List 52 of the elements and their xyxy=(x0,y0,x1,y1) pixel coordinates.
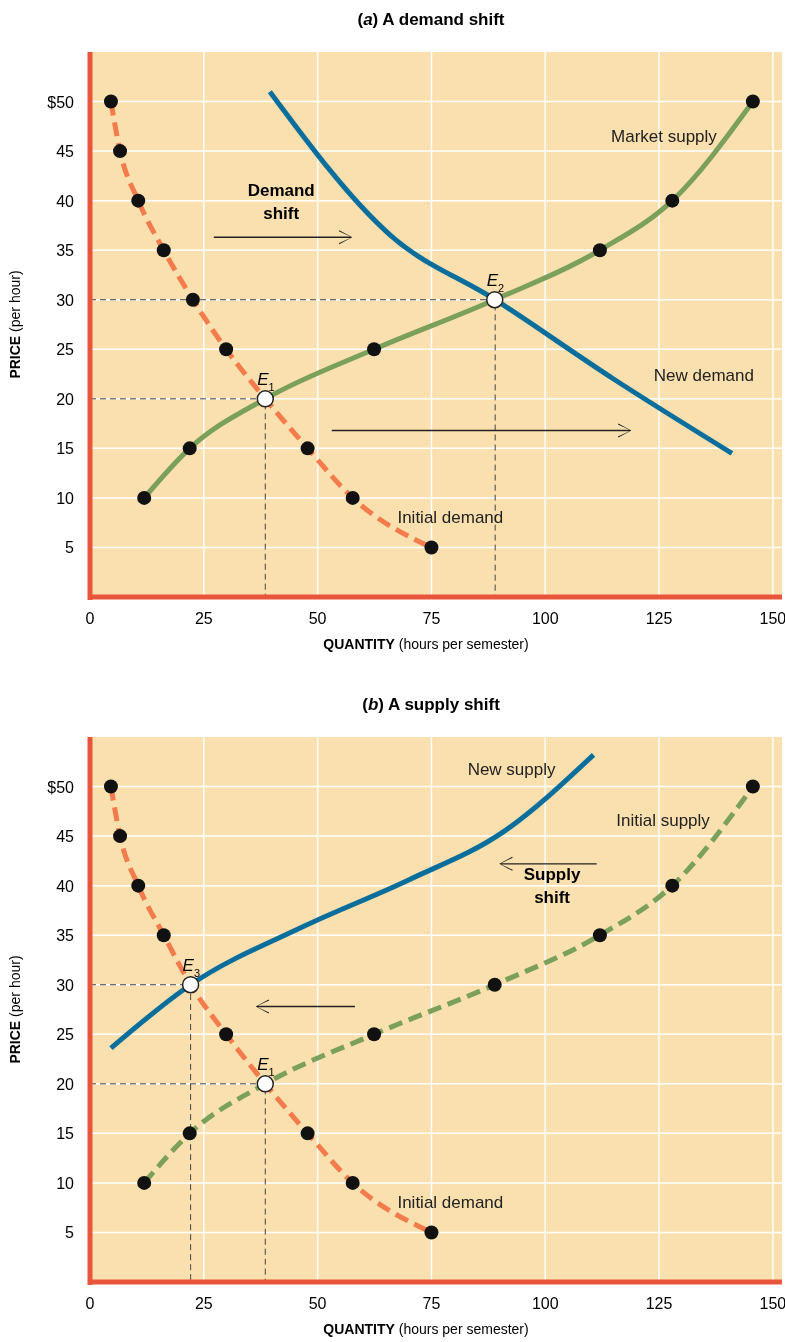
y-tick-label: 40 xyxy=(56,192,75,210)
annotation: Demand shift xyxy=(247,180,315,223)
x-axis-title: QUANTITY (hours per semester) xyxy=(323,1321,529,1337)
y-tick-label: 35 xyxy=(56,242,75,260)
y-tick-label: 35 xyxy=(56,927,75,945)
series-label: Market supply xyxy=(611,126,718,146)
chart-title: (b) A supply shift xyxy=(362,695,501,714)
y-tick-label: 45 xyxy=(56,143,75,161)
x-tick-label: 150 xyxy=(759,1295,785,1312)
series-label: New demand xyxy=(653,366,754,386)
x-tick-label: 125 xyxy=(645,610,673,627)
x-axis-title: QUANTITY (hours per semester) xyxy=(323,636,529,652)
x-tick-label: 125 xyxy=(645,1295,673,1312)
y-tick-label: 25 xyxy=(56,341,75,359)
y-tick-label: 20 xyxy=(56,1075,75,1093)
annotation: Supply shift xyxy=(523,864,581,907)
y-tick-label: 30 xyxy=(56,291,75,309)
series-label: Initial supply xyxy=(616,810,711,830)
y-tick-label: $50 xyxy=(47,93,75,111)
y-axis-title: PRICE (per hour) xyxy=(7,270,23,379)
series-label: New supply xyxy=(467,759,557,779)
x-tick-label: 50 xyxy=(308,610,327,627)
x-tick-label: 75 xyxy=(422,610,441,627)
annotation: E$_{1}$ xyxy=(257,1054,275,1078)
series-label: Initial demand xyxy=(397,508,504,528)
annotation: E$_{2}$ xyxy=(486,270,505,294)
x-tick-label: 100 xyxy=(531,610,559,627)
x-tick-label: 0 xyxy=(85,1295,95,1312)
series-label: Initial demand xyxy=(397,1193,504,1213)
y-tick-label: 30 xyxy=(56,976,75,994)
x-tick-label: 25 xyxy=(194,610,213,627)
x-tick-label: 0 xyxy=(85,610,95,627)
y-tick-label: 15 xyxy=(56,1125,75,1143)
x-tick-label: 150 xyxy=(759,610,785,627)
y-tick-label: 25 xyxy=(56,1026,75,1044)
chart-title: (a) A demand shift xyxy=(357,10,505,29)
y-tick-label: 10 xyxy=(56,489,75,507)
y-tick-label: 20 xyxy=(56,390,75,408)
x-tick-label: 100 xyxy=(531,1295,559,1312)
x-tick-label: 50 xyxy=(308,1295,327,1312)
x-tick-label: 25 xyxy=(194,1295,213,1312)
y-tick-label: 10 xyxy=(56,1174,75,1192)
y-tick-label: 15 xyxy=(56,440,75,458)
y-tick-label: $50 xyxy=(47,778,75,796)
annotation: E$_{1}$ xyxy=(257,369,275,393)
x-tick-label: 75 xyxy=(422,1295,441,1312)
y-tick-label: 5 xyxy=(65,539,75,557)
annotation: E$_{3}$ xyxy=(182,955,201,979)
y-tick-label: 40 xyxy=(56,877,75,895)
y-tick-label: 45 xyxy=(56,828,75,846)
y-axis-title: PRICE (per hour) xyxy=(7,955,23,1064)
y-tick-label: 5 xyxy=(65,1224,75,1242)
